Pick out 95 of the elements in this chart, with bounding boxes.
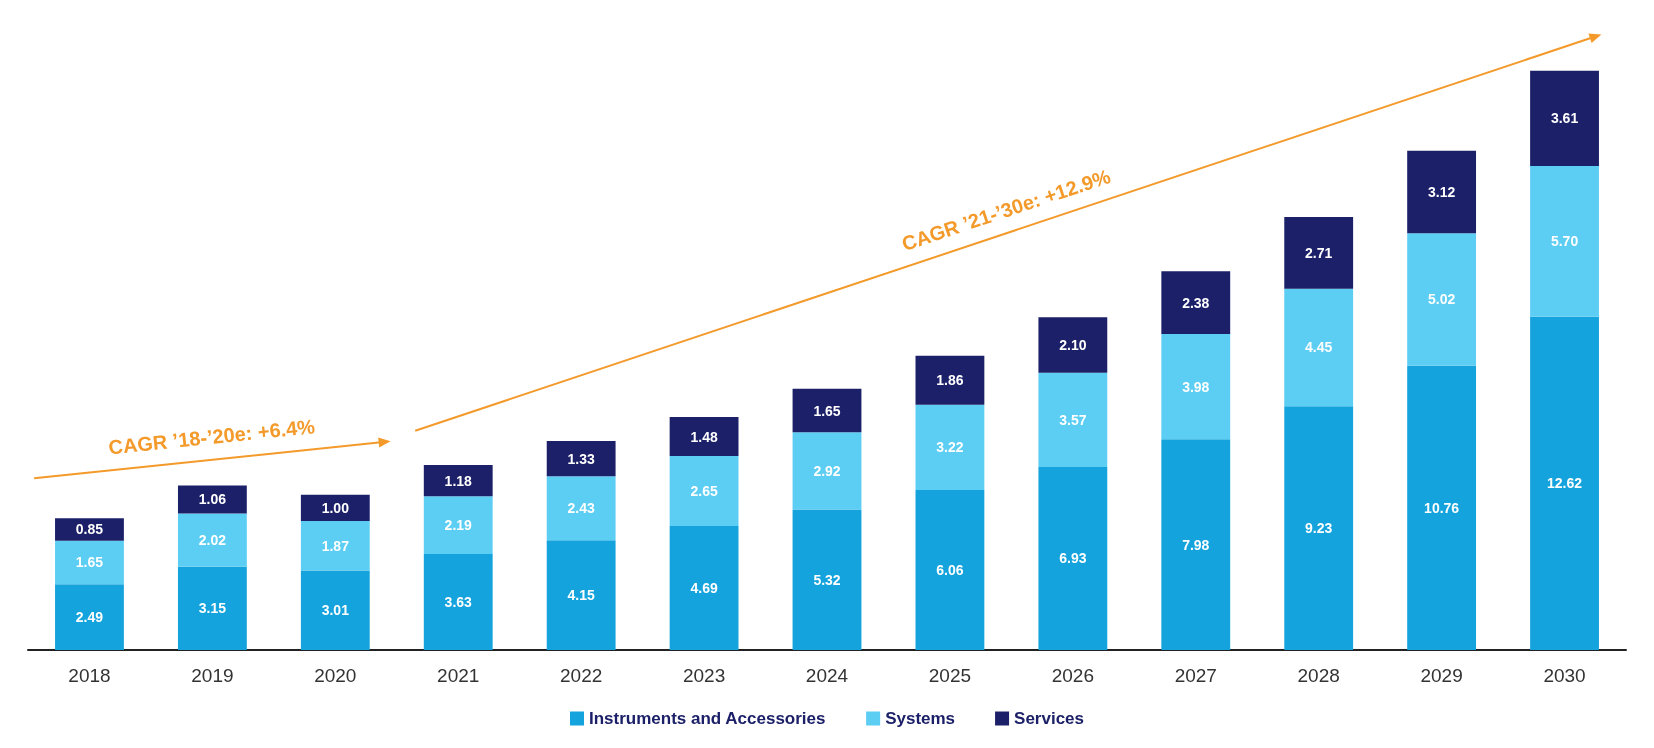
x-tick-label: 2022: [560, 665, 603, 686]
bar: [546, 540, 616, 650]
data-label: 6.93: [1059, 550, 1087, 567]
bar: [423, 554, 493, 650]
data-label: 2.19: [444, 517, 473, 534]
x-tick-label: 2026: [1051, 665, 1094, 686]
data-label: 1.00: [321, 499, 350, 516]
bar: [1038, 317, 1108, 373]
bar: [1161, 334, 1231, 440]
bar: [669, 417, 739, 457]
annotation: CAGR ’21-’30e: +12.9%: [899, 164, 1114, 256]
bar: [1161, 439, 1231, 650]
bar: [55, 584, 124, 650]
data-label: 3.63: [444, 594, 473, 611]
data-label: 2.43: [567, 500, 595, 517]
data-label: 3.61: [1550, 110, 1579, 127]
data-label: 4.15: [567, 587, 595, 604]
x-tick-label: 2023: [682, 665, 726, 686]
data-label: 1.87: [321, 537, 350, 554]
data-label: 3.01: [321, 602, 350, 619]
data-label: 4.45: [1305, 339, 1333, 356]
data-label: 3.12: [1427, 183, 1456, 200]
bar: [1038, 466, 1108, 650]
annotation: CAGR ’18-’20e: +6.4%: [107, 415, 317, 459]
bar: [1284, 217, 1354, 289]
bar: [669, 526, 739, 650]
bar: [177, 513, 247, 567]
data-label: 5.02: [1427, 291, 1456, 308]
bar: [177, 566, 247, 650]
x-tick-label: 2024: [805, 665, 849, 686]
legend-label: Systems: [885, 709, 956, 728]
data-label: 2.02: [198, 532, 227, 549]
bar: [915, 404, 985, 490]
data-label: 5.32: [813, 571, 841, 588]
data-label: 2.92: [813, 462, 841, 479]
bar: [300, 521, 370, 571]
bar: [423, 465, 493, 497]
data-label: 2.65: [690, 483, 718, 500]
data-label: 2.49: [75, 609, 104, 626]
bar: [1161, 271, 1231, 335]
data-label: 2.10: [1059, 336, 1087, 353]
legend-label: Instruments and Accessories: [588, 709, 826, 728]
bar: [423, 496, 493, 555]
data-label: 3.22: [936, 439, 964, 456]
bar: [792, 432, 862, 510]
data-label: 3.15: [198, 600, 227, 617]
data-label: 1.65: [813, 402, 841, 419]
bar: [1407, 233, 1477, 366]
bar: [546, 476, 616, 541]
bar: [1038, 372, 1108, 467]
legend-label: Services: [1014, 709, 1085, 728]
data-label: 1.06: [198, 491, 227, 508]
x-tick-label: 2030: [1543, 665, 1586, 686]
bar: [669, 456, 739, 527]
bar: [1407, 150, 1477, 234]
bar: [1284, 288, 1354, 407]
x-tick-label: 2021: [437, 665, 480, 686]
x-tick-label: 2027: [1174, 665, 1217, 686]
data-label: 1.33: [567, 450, 595, 467]
bar: [55, 518, 124, 541]
data-label: 1.18: [444, 472, 473, 489]
bar: [1530, 166, 1599, 317]
data-label: 4.69: [690, 580, 718, 597]
bar: [1407, 365, 1477, 650]
x-tick-label: 2018: [68, 665, 111, 686]
x-tick-label: 2019: [191, 665, 234, 686]
data-label: 0.85: [75, 521, 104, 538]
data-label: 6.06: [936, 561, 964, 578]
data-label: 1.48: [690, 428, 718, 445]
data-label: 9.23: [1305, 520, 1333, 537]
data-label: 10.76: [1424, 499, 1460, 516]
bar: [792, 509, 862, 650]
data-label: 3.98: [1182, 378, 1210, 395]
bar: [792, 388, 862, 433]
x-tick-label: 2020: [314, 665, 357, 686]
data-label: 7.98: [1182, 536, 1210, 553]
data-label: 12.62: [1547, 475, 1583, 492]
bar: [300, 570, 370, 650]
bar: [915, 355, 985, 405]
bar: [1284, 406, 1354, 650]
data-label: 1.86: [936, 372, 964, 389]
bar: [1530, 316, 1599, 650]
bar: [546, 441, 616, 477]
data-label: 2.71: [1305, 244, 1333, 261]
x-tick-label: 2028: [1297, 665, 1340, 686]
bar: [1530, 70, 1599, 167]
x-tick-label: 2025: [928, 665, 972, 686]
bar: [915, 489, 985, 650]
bar: [177, 485, 247, 514]
data-label: 5.70: [1550, 233, 1579, 250]
data-label: 2.38: [1182, 294, 1210, 311]
data-label: 1.65: [75, 554, 104, 571]
data-label: 3.57: [1059, 411, 1087, 428]
x-tick-label: 2029: [1420, 665, 1463, 686]
bar: [55, 540, 124, 585]
